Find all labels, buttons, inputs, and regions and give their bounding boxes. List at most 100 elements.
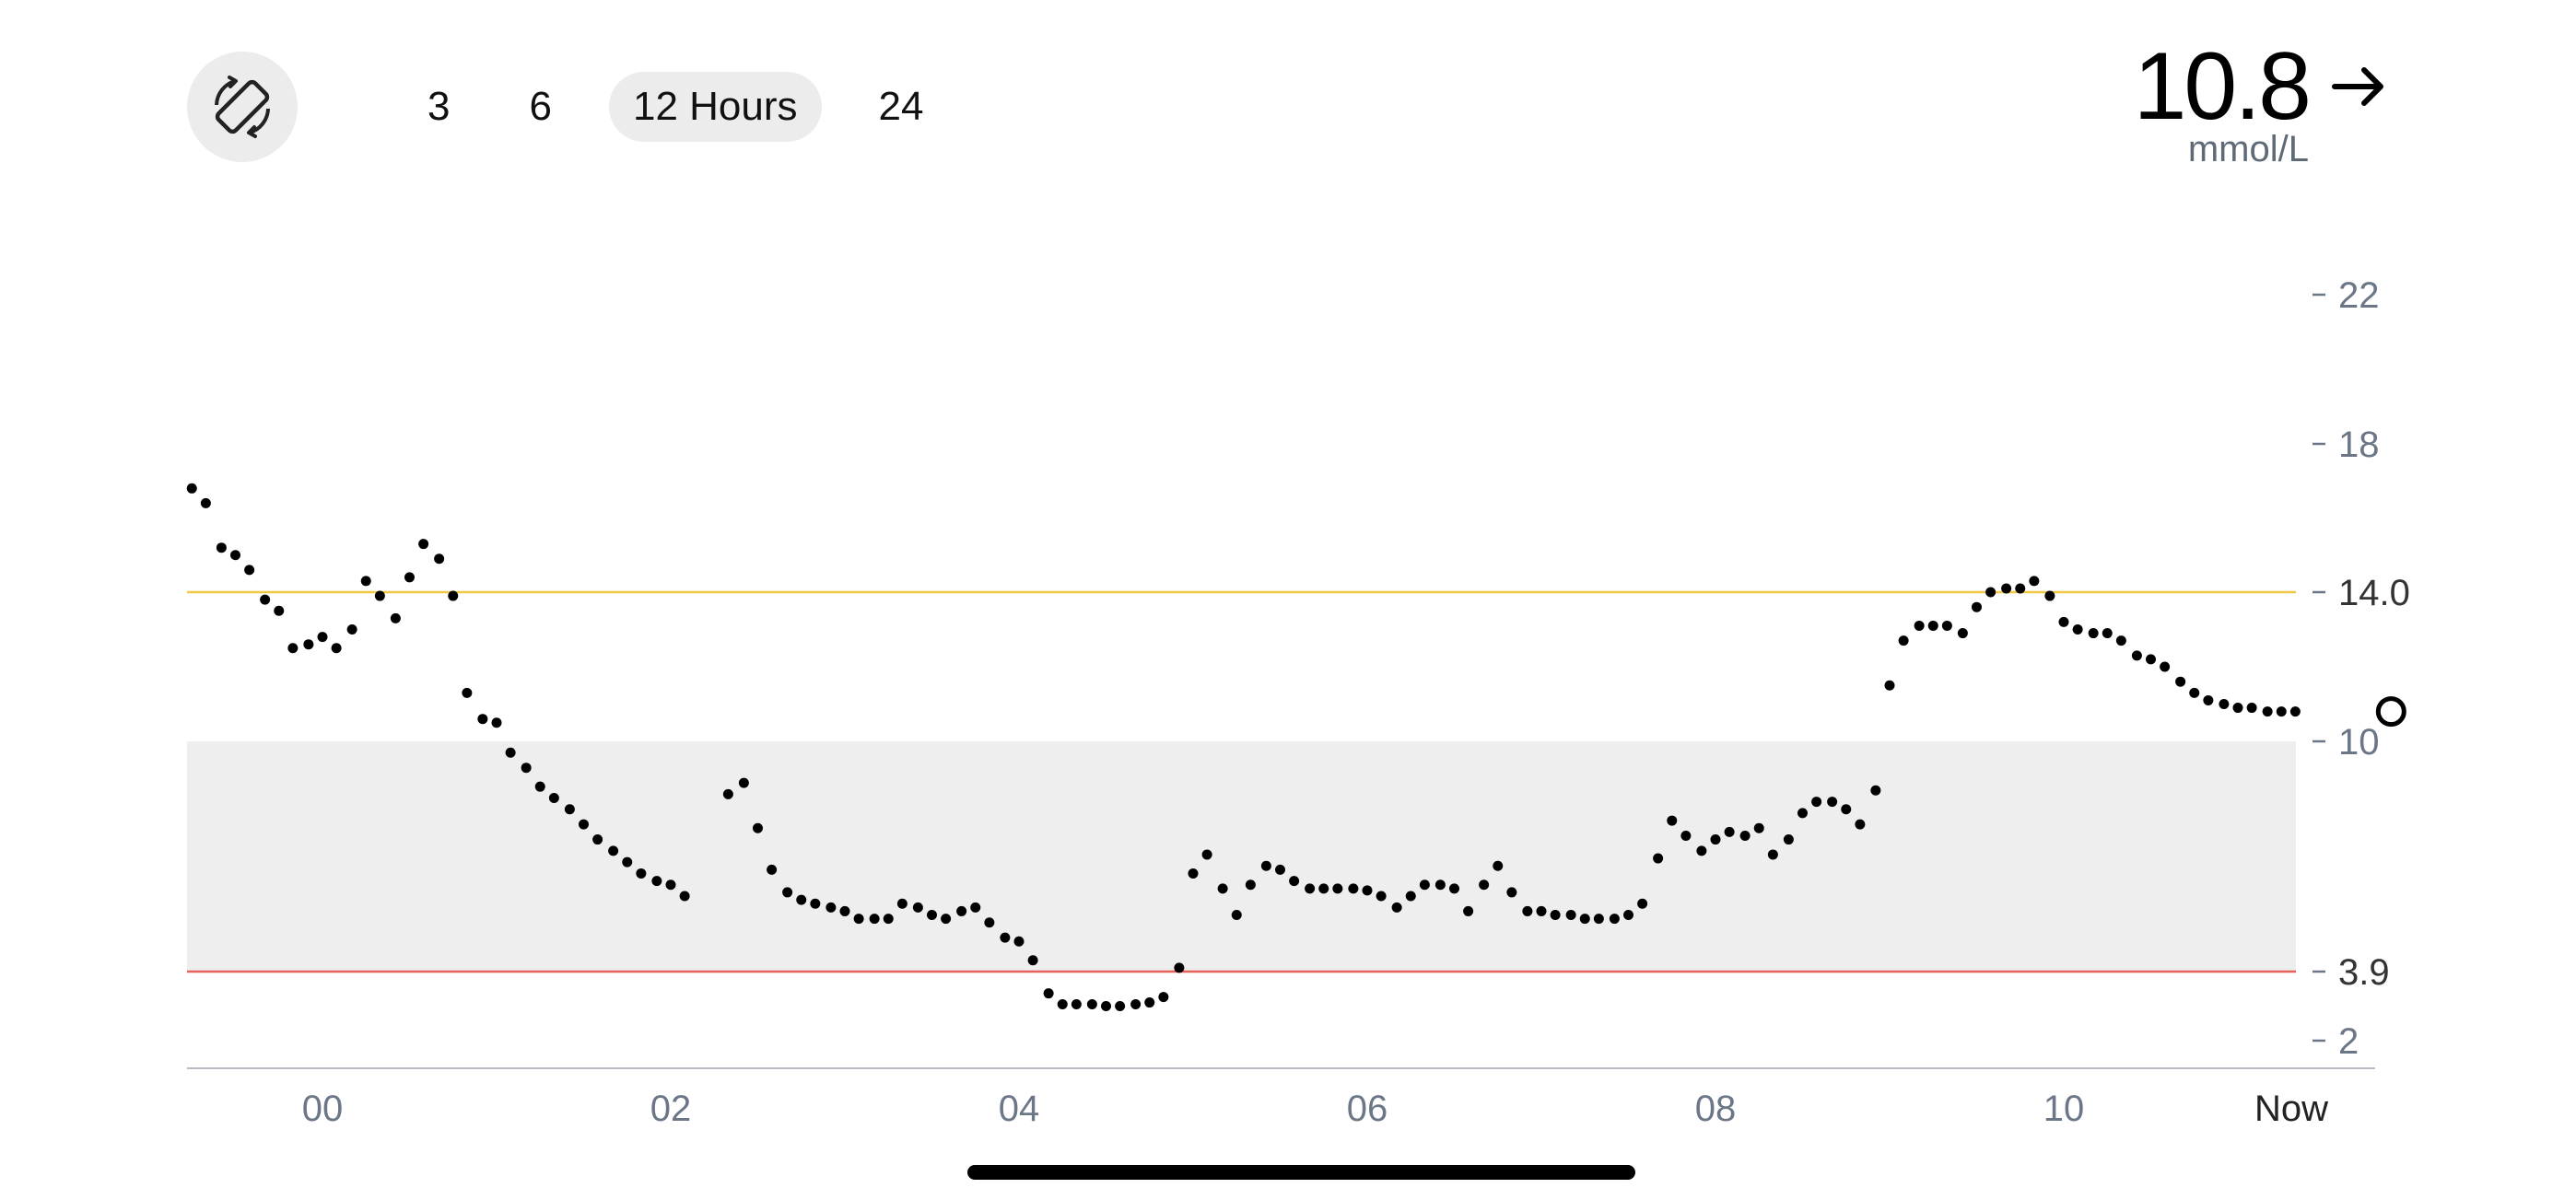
reading-point (984, 917, 995, 928)
target-range-band (187, 741, 2296, 972)
reading-point (853, 914, 864, 925)
reading-point (1479, 879, 1490, 891)
reading-point (2058, 616, 2069, 627)
reading-point (534, 781, 545, 792)
reading-point (1305, 883, 1316, 894)
reading-point (2146, 654, 2156, 665)
reading-point (592, 834, 603, 845)
arrow-right-icon (2332, 67, 2383, 106)
reading-point (317, 632, 328, 643)
reading-point (1201, 849, 1212, 860)
reading-point (1710, 834, 1721, 845)
home-indicator[interactable] (967, 1165, 1635, 1180)
reading-point (579, 819, 589, 830)
reading-point (346, 624, 357, 635)
reading-point (1217, 883, 1228, 894)
reading-point (404, 572, 415, 583)
reading-point (200, 497, 211, 508)
x-tick-label: 10 (2043, 1089, 2085, 1129)
reading-point (418, 539, 429, 550)
reading-point (825, 902, 837, 913)
reading-point (869, 914, 880, 925)
reading-point (1593, 914, 1604, 925)
reading-point (1260, 860, 1271, 871)
reading-point (722, 788, 733, 799)
reading-point (810, 898, 821, 909)
y-tick-label: 10 (2338, 722, 2380, 763)
reading-point (390, 612, 401, 623)
range-24-hours[interactable]: 24 (878, 84, 924, 129)
reading-point (883, 914, 894, 925)
reading-point (1391, 902, 1402, 913)
reading-point (274, 605, 285, 616)
reading-point (1667, 815, 1678, 826)
x-tick-label: Now (2254, 1089, 2328, 1129)
reading-point (2029, 576, 2040, 587)
reading-point (753, 822, 763, 833)
reading-point (1870, 785, 1881, 796)
reading-point (1115, 1001, 1126, 1011)
x-tick-label: 00 (302, 1089, 344, 1129)
reading-point (1739, 830, 1751, 841)
reading-point (1043, 988, 1054, 999)
reading-point (548, 792, 559, 803)
reading-point (608, 845, 619, 856)
reading-point (1767, 849, 1778, 860)
range-3-hours[interactable]: 3 (427, 84, 451, 129)
glucose-unit: mmol/L (2187, 129, 2309, 169)
reading-point (216, 542, 227, 553)
range-6-hours[interactable]: 6 (529, 84, 552, 129)
reading-point (622, 856, 633, 868)
reading-point (1434, 879, 1446, 891)
reading-point (1188, 868, 1199, 879)
reading-point (1376, 891, 1387, 902)
screen-rotation-icon (215, 76, 270, 138)
reading-point (1405, 891, 1416, 902)
x-tick-label: 08 (1695, 1089, 1737, 1129)
reading-point (912, 902, 923, 913)
reading-point (1449, 883, 1459, 894)
current-reading: 10.8 mmol/L (2134, 31, 2392, 170)
reading-point (2219, 699, 2230, 709)
reading-point (1000, 932, 1011, 943)
x-tick-label: 04 (999, 1089, 1040, 1129)
reading-point (564, 804, 575, 815)
reading-point (1550, 910, 1561, 921)
reading-point (1332, 883, 1343, 894)
current-reading-marker (2375, 696, 2406, 728)
reading-point (767, 864, 778, 875)
reading-point (2044, 590, 2055, 601)
y-tick-label: 2 (2338, 1021, 2359, 1062)
reading-point (360, 576, 371, 587)
reading-point (1522, 905, 1533, 916)
reading-point (1245, 879, 1256, 891)
reading-point (665, 879, 676, 891)
reading-point (2189, 687, 2200, 698)
reading-point (1362, 885, 1373, 896)
reading-point (1174, 962, 1185, 973)
reading-point (477, 714, 488, 725)
reading-point (1884, 680, 1895, 691)
reading-point (1972, 601, 1982, 612)
reading-point (462, 687, 473, 698)
reading-point (2088, 628, 2099, 639)
rotate-button[interactable] (187, 52, 298, 162)
range-12-hours[interactable]: 12 Hours (608, 72, 822, 142)
reading-point (679, 891, 690, 902)
reading-point (1724, 826, 1735, 837)
reading-point (2175, 676, 2186, 687)
reading-point (505, 747, 516, 758)
reading-point (782, 887, 793, 898)
reading-point (796, 894, 807, 905)
reading-point (287, 643, 299, 654)
reading-point (434, 553, 445, 565)
reading-point (896, 898, 907, 909)
reading-point (1013, 936, 1025, 947)
current-glucose-value: 10.8 (2133, 33, 2312, 140)
reading-point (2232, 703, 2243, 714)
time-range-selector: 3 6 12 Hours 24 (405, 72, 980, 142)
y-tick-label: 22 (2338, 275, 2380, 316)
reading-point (1609, 914, 1620, 925)
reading-point (1653, 853, 1664, 864)
